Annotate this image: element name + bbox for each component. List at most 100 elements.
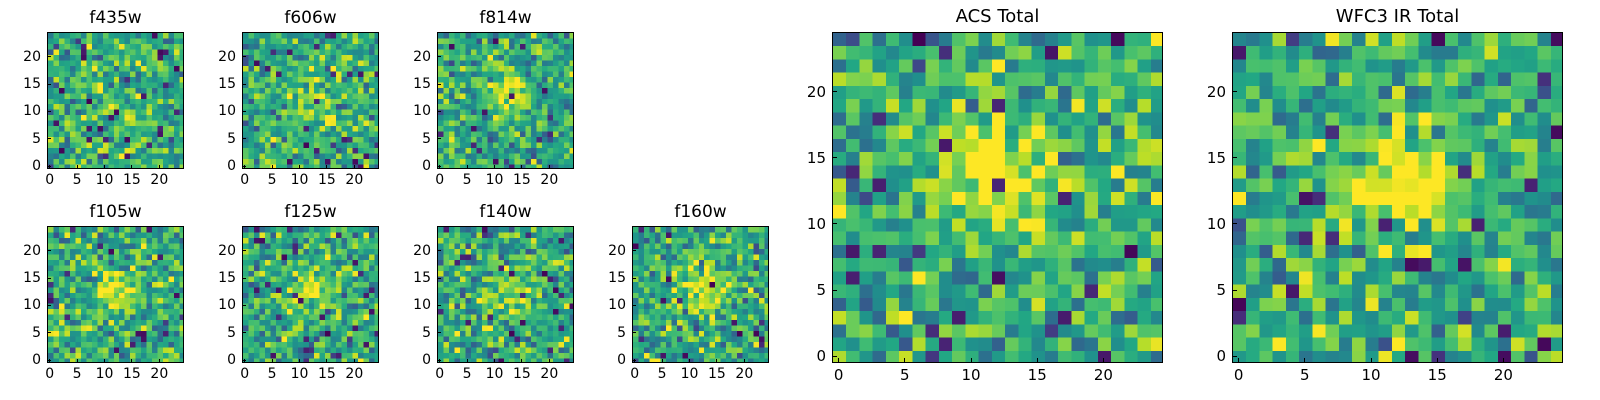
y-tick-label: 0 xyxy=(227,352,236,369)
y-tick xyxy=(242,304,246,306)
y-tick-label: 15 xyxy=(218,76,236,93)
x-tick-label: 15 xyxy=(318,366,336,382)
y-tick xyxy=(242,359,246,361)
x-tick-label: 20 xyxy=(540,172,559,188)
y-tick xyxy=(47,332,51,334)
x-tick xyxy=(49,359,51,363)
x-tick xyxy=(548,359,550,363)
y-tick xyxy=(242,332,246,334)
y-tick-label: 10 xyxy=(23,297,41,314)
y-tick xyxy=(242,250,246,252)
x-tick-label: 20 xyxy=(540,366,559,382)
x-tick-label: 15 xyxy=(513,172,531,188)
y-tick xyxy=(632,359,636,361)
y-tick-label: 20 xyxy=(806,82,826,101)
y-tick-label: 15 xyxy=(608,270,626,287)
x-tick xyxy=(521,165,523,169)
panel-4: f105w 0 5 10 15 20 0 5 10 15 20 xyxy=(23,202,184,382)
x-tick-label: 20 xyxy=(345,366,364,382)
y-tick-label: 15 xyxy=(413,270,431,287)
y-tick xyxy=(832,223,837,225)
x-tick-label: 15 xyxy=(708,366,726,382)
y-tick-label: 0 xyxy=(816,347,826,366)
x-tick xyxy=(439,359,441,363)
x-tick-label: 10 xyxy=(961,366,981,384)
x-tick-label: 0 xyxy=(630,366,640,382)
x-tick xyxy=(716,359,718,363)
panel-title: f125w xyxy=(284,202,337,222)
y-tick xyxy=(437,277,441,279)
x-tick-label: 20 xyxy=(150,172,169,188)
x-tick-label: 15 xyxy=(123,172,141,188)
x-tick xyxy=(970,358,972,363)
x-tick xyxy=(131,359,133,363)
x-tick-label: 5 xyxy=(657,366,667,382)
x-tick-label: 10 xyxy=(680,366,699,382)
y-tick xyxy=(632,250,636,252)
x-tick-label: 10 xyxy=(1361,366,1381,384)
y-tick xyxy=(832,157,837,159)
y-tick xyxy=(632,332,636,334)
y-tick-label: 15 xyxy=(413,76,431,93)
x-tick-label: 5 xyxy=(462,366,472,382)
x-tick-label: 5 xyxy=(900,366,910,384)
x-tick-label: 15 xyxy=(1427,366,1447,384)
y-tick xyxy=(1232,157,1237,159)
y-tick xyxy=(437,250,441,252)
y-tick-label: 5 xyxy=(32,324,41,341)
y-tick xyxy=(1232,355,1237,357)
x-tick xyxy=(1436,358,1438,363)
y-tick xyxy=(47,110,51,112)
y-tick xyxy=(47,83,51,85)
y-tick-label: 10 xyxy=(218,297,236,314)
y-tick-label: 15 xyxy=(23,76,41,93)
x-tick xyxy=(689,359,691,363)
y-tick xyxy=(437,359,441,361)
heatmap-plot xyxy=(242,226,379,363)
x-tick xyxy=(326,359,328,363)
y-tick-label: 10 xyxy=(218,103,236,120)
panel-title: WFC3 IR Total xyxy=(1335,6,1460,27)
x-tick-label: 0 xyxy=(435,172,445,188)
panel-1: f435w 0 5 10 15 20 0 5 10 15 20 xyxy=(23,8,184,188)
x-tick-label: 20 xyxy=(1493,366,1513,384)
y-tick-label: 10 xyxy=(23,103,41,120)
x-tick xyxy=(661,359,663,363)
heatmap-plot xyxy=(47,226,184,363)
x-tick-label: 10 xyxy=(290,366,309,382)
panel-title: f140w xyxy=(479,202,532,222)
x-tick xyxy=(466,165,468,169)
x-tick-label: 15 xyxy=(513,366,531,382)
heatmap-plot xyxy=(437,226,574,363)
y-tick-label: 5 xyxy=(32,130,41,147)
x-tick-label: 5 xyxy=(462,172,472,188)
y-tick xyxy=(47,277,51,279)
x-tick-label: 15 xyxy=(1027,366,1047,384)
y-tick-label: 20 xyxy=(23,242,41,259)
y-tick-label: 20 xyxy=(218,48,236,65)
y-tick xyxy=(437,83,441,85)
y-tick xyxy=(437,110,441,112)
panel-title: f814w xyxy=(479,8,532,28)
heatmap-cells xyxy=(243,227,378,362)
x-tick xyxy=(1502,358,1504,363)
y-tick xyxy=(47,56,51,58)
x-tick-label: 5 xyxy=(72,366,82,382)
y-tick-label: 20 xyxy=(23,48,41,65)
panel-6: f140w 0 5 10 15 20 0 5 10 15 20 xyxy=(413,202,574,382)
x-tick xyxy=(158,359,160,363)
x-tick xyxy=(244,359,246,363)
y-tick xyxy=(1232,91,1237,93)
y-tick xyxy=(632,277,636,279)
panel-7: f160w 0 5 10 15 20 0 5 10 15 20 xyxy=(608,202,769,382)
x-tick-label: 5 xyxy=(1300,366,1310,384)
x-tick xyxy=(1304,358,1306,363)
x-tick xyxy=(353,165,355,169)
heatmap-cells xyxy=(243,33,378,168)
y-tick-label: 20 xyxy=(1206,82,1226,101)
x-tick-label: 5 xyxy=(267,366,277,382)
panel-3: f814w 0 5 10 15 20 0 5 10 15 20 xyxy=(413,8,574,188)
x-tick xyxy=(494,165,496,169)
x-tick xyxy=(49,165,51,169)
x-tick-label: 10 xyxy=(485,172,504,188)
